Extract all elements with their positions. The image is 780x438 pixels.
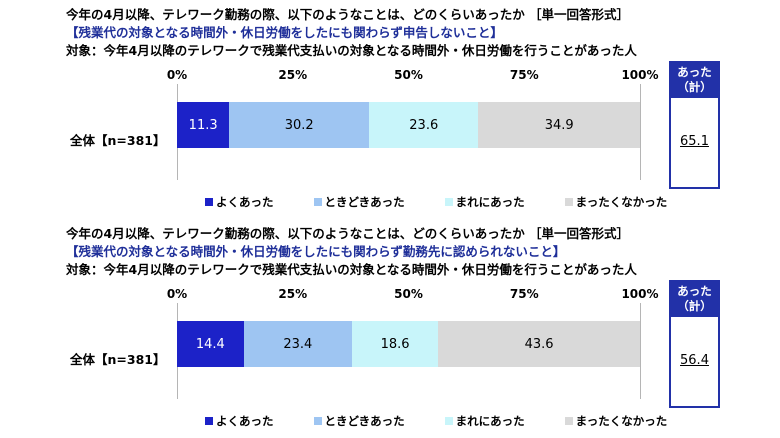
bar-segment-rarely: 23.6 (369, 102, 479, 148)
stacked-bar: 11.3 30.2 23.6 34.9 (177, 102, 640, 148)
chart-panel-2: 今年の4月以降、テレワーク勤務の際、以下のようなことは、どのくらいあったか ［単… (0, 219, 780, 438)
bar-segment-never: 34.9 (478, 102, 640, 148)
legend-item: ときどきあった (313, 413, 405, 429)
legend-label: よくあった (216, 414, 274, 428)
legend: よくあった ときどきあった まれにあった まったくなかった (205, 413, 707, 429)
legend-item: まったくなかった (564, 194, 668, 210)
question-title: 今年の4月以降、テレワーク勤務の際、以下のようなことは、どのくらいあったか ［単… (66, 7, 630, 22)
legend-swatch (205, 417, 213, 425)
total-box: あった（計） 65.1 (669, 61, 720, 189)
x-tick-label: 75% (509, 287, 539, 301)
legend-label: まれにあった (455, 414, 525, 428)
x-tick-label: 50% (394, 68, 423, 82)
data-label: 34.9 (544, 117, 574, 133)
legend-swatch (444, 417, 453, 425)
total-value: 56.4 (680, 353, 709, 368)
bar-segment-rarely: 18.6 (352, 321, 439, 367)
x-tick-label: 75% (509, 68, 539, 82)
x-tick-label: 0% (166, 68, 188, 82)
category-label: 全体【n=381】 (70, 133, 166, 148)
x-tick-label: 50% (394, 287, 423, 301)
total-header: あった（計） (671, 282, 718, 317)
question-subtitle: 【残業代の対象となる時間外・休日労働をしたにも関わらず申告しないこと】 (66, 25, 503, 40)
bar-segment-never: 43.6 (438, 321, 640, 367)
data-label: 23.4 (283, 336, 313, 352)
legend-item: まれにあった (444, 413, 525, 429)
data-label: 23.6 (409, 117, 439, 133)
question-title: 今年の4月以降、テレワーク勤務の際、以下のようなことは、どのくらいあったか ［単… (66, 226, 630, 241)
total-box: あった（計） 56.4 (669, 280, 720, 408)
data-label: 30.2 (284, 117, 314, 133)
x-tick-label: 100% (621, 68, 659, 82)
x-tick-label: 25% (278, 287, 308, 301)
legend-label: まったくなかった (575, 414, 668, 428)
bar-segment-often: 14.4 (177, 321, 244, 367)
bar-segment-sometimes: 30.2 (229, 102, 370, 148)
target-audience: 対象：今年4月以降のテレワークで残業代支払いの対象となる時間外・休日労働を行うこ… (66, 262, 637, 277)
legend-label: まったくなかった (575, 195, 668, 209)
legend-swatch (313, 417, 322, 425)
legend-swatch (205, 198, 213, 206)
x-tick-label: 25% (278, 68, 308, 82)
question-subtitle: 【残業代の対象となる時間外・休日労働をしたにも関わらず勤務先に認められないこと】 (66, 244, 566, 259)
gridline (640, 84, 641, 180)
total-header: あった（計） (671, 63, 718, 98)
data-label: 43.6 (524, 336, 554, 352)
legend-item: まれにあった (444, 194, 525, 210)
gridline (640, 303, 641, 399)
legend-swatch (313, 198, 322, 206)
target-audience: 対象：今年4月以降のテレワークで残業代支払いの対象となる時間外・休日労働を行うこ… (66, 43, 637, 58)
legend-label: ときどきあった (324, 414, 405, 428)
legend-swatch (564, 417, 573, 425)
legend-item: まったくなかった (564, 413, 668, 429)
legend-item: よくあった (205, 194, 274, 210)
x-tick-label: 100% (621, 287, 659, 301)
stacked-bar: 14.4 23.4 18.6 43.6 (177, 321, 640, 367)
data-label: 14.4 (195, 336, 225, 352)
legend-swatch (564, 198, 573, 206)
data-label: 18.6 (380, 336, 410, 352)
legend-item: よくあった (205, 413, 274, 429)
legend-swatch (444, 198, 453, 206)
chart-panel-1: 今年の4月以降、テレワーク勤務の際、以下のようなことは、どのくらいあったか ［単… (66, 7, 720, 210)
legend-label: まれにあった (455, 195, 525, 209)
legend-item: ときどきあった (313, 194, 405, 210)
bar-segment-sometimes: 23.4 (243, 321, 352, 367)
legend: よくあった ときどきあった まれにあった まったくなかった (205, 194, 707, 210)
x-tick-label: 0% (166, 287, 188, 301)
data-label: 11.3 (188, 117, 218, 133)
category-label: 全体【n=381】 (70, 352, 166, 367)
bar-segment-often: 11.3 (177, 102, 230, 148)
legend-label: よくあった (216, 195, 274, 209)
legend-label: ときどきあった (324, 195, 405, 209)
total-value: 65.1 (680, 134, 709, 149)
